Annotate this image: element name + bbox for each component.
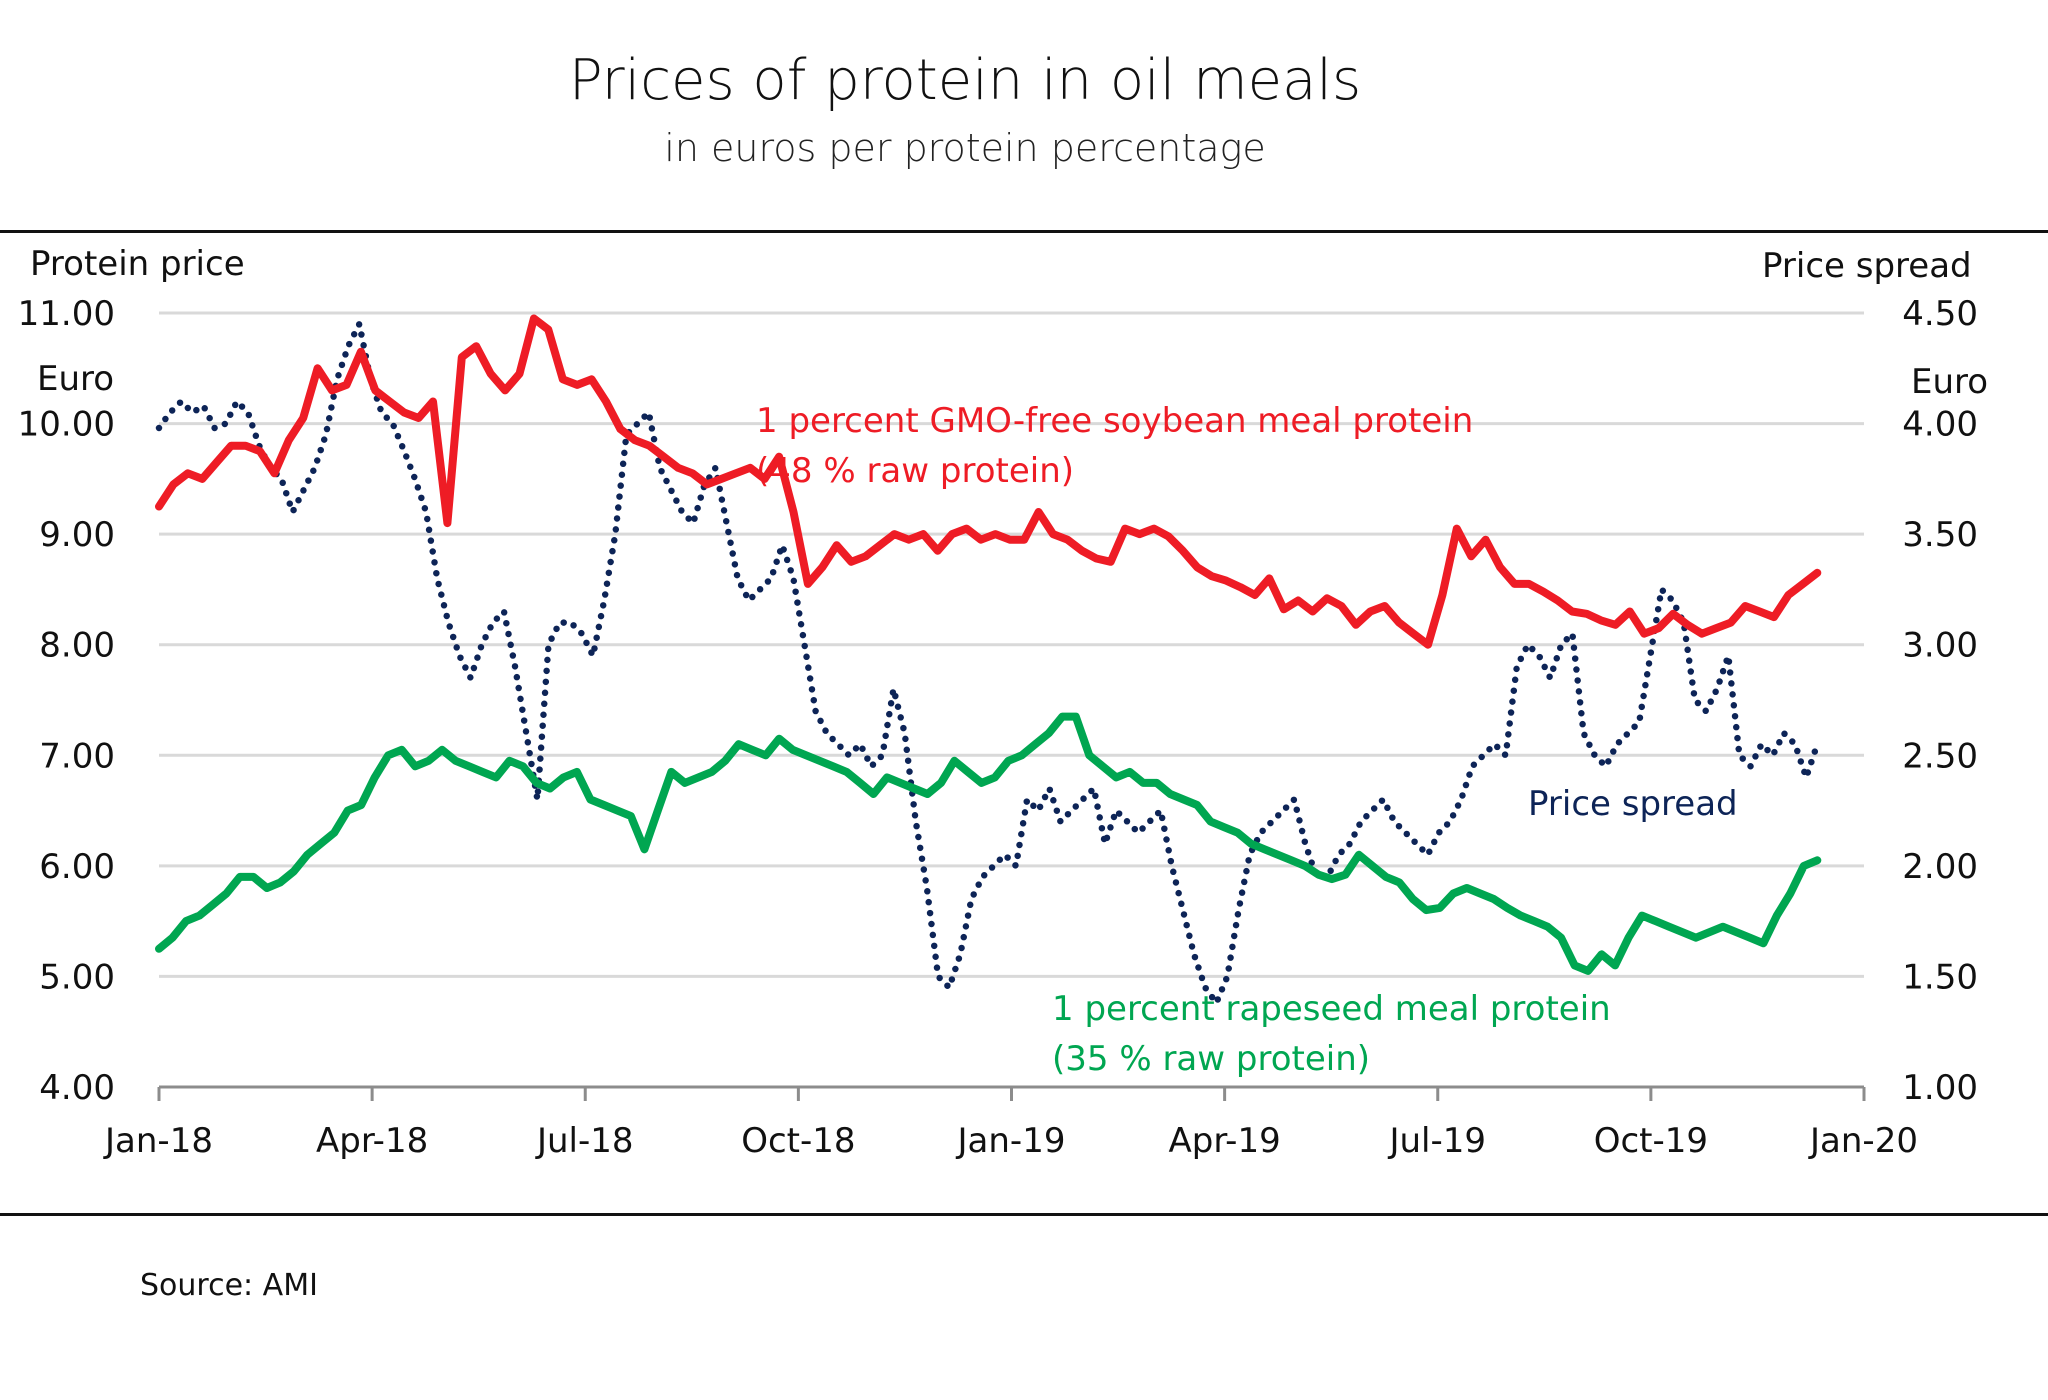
soybean-series-sublabel: (48 % raw protein) [756, 451, 1074, 491]
right-y-tick-label: 1.00 [1902, 1068, 1978, 1108]
right-axis-unit: Euro [1911, 362, 1988, 402]
left-y-tick-label: 9.00 [39, 515, 115, 555]
x-tick-label: Oct-19 [1594, 1121, 1708, 1161]
left-y-tick-label: 5.00 [39, 957, 115, 997]
right-y-tick-label: 1.50 [1902, 957, 1978, 997]
x-tick-label: Jul-19 [1387, 1121, 1486, 1161]
left-y-axis: 4.00 5.00 6.00 7.00 8.00 9.00 10.00 11.00 [18, 294, 115, 1108]
x-tick-label: Jul-18 [535, 1121, 634, 1161]
top-divider [0, 230, 2048, 233]
x-tick-label: Jan-20 [1808, 1121, 1918, 1161]
right-y-axis: 1.00 1.50 2.00 2.50 3.00 3.50 4.00 4.50 [1902, 294, 1978, 1108]
bottom-divider [0, 1213, 2048, 1216]
left-y-tick-label: 7.00 [39, 736, 115, 776]
rapeseed-series-sublabel: (35 % raw protein) [1052, 1039, 1370, 1079]
series-soybean [155, 314, 1822, 649]
right-axis-title: Price spread [1762, 246, 1972, 286]
x-tick-label: Apr-19 [1169, 1121, 1281, 1161]
chart-subtitle: in euros per protein percentage [664, 126, 1266, 170]
right-y-tick-label: 2.00 [1902, 847, 1978, 887]
x-axis: Jan-18 Apr-18 Jul-18 Oct-18 Jan-19 Apr-19 Jul-… [103, 1085, 1918, 1161]
price-spread-line [155, 314, 1821, 1010]
left-axis-title: Protein price [30, 244, 245, 284]
right-y-tick-label: 4.50 [1902, 294, 1978, 334]
right-y-tick-label: 2.50 [1902, 736, 1978, 776]
left-y-tick-label: 6.00 [39, 847, 115, 887]
soybean-line [155, 314, 1822, 649]
x-tick-label: Jan-19 [956, 1121, 1066, 1161]
series-group [155, 314, 1822, 1010]
right-y-tick-label: 4.00 [1902, 405, 1978, 445]
soybean-series-label: 1 percent GMO-free soybean meal protein [756, 401, 1473, 441]
rapeseed-line [155, 712, 1822, 975]
rapeseed-series-label: 1 percent rapeseed meal protein [1052, 989, 1611, 1029]
left-y-tick-label: 10.00 [18, 405, 115, 445]
left-y-tick-label: 8.00 [39, 626, 115, 666]
right-y-tick-label: 3.00 [1902, 626, 1978, 666]
chart-title: Prices of protein in oil meals [568, 48, 1362, 113]
spread-series-label: Price spread [1528, 784, 1738, 824]
left-axis-unit: Euro [37, 359, 114, 399]
series-rapeseed [155, 712, 1822, 975]
left-y-tick-label: 4.00 [39, 1068, 115, 1108]
right-y-tick-label: 3.50 [1902, 515, 1978, 555]
x-tick-label: Jan-18 [103, 1121, 213, 1161]
source-note: Source: AMI [140, 1268, 318, 1303]
x-tick-label: Apr-18 [316, 1121, 428, 1161]
x-tick-label: Oct-18 [741, 1121, 855, 1161]
left-y-tick-label: 11.00 [18, 294, 115, 334]
